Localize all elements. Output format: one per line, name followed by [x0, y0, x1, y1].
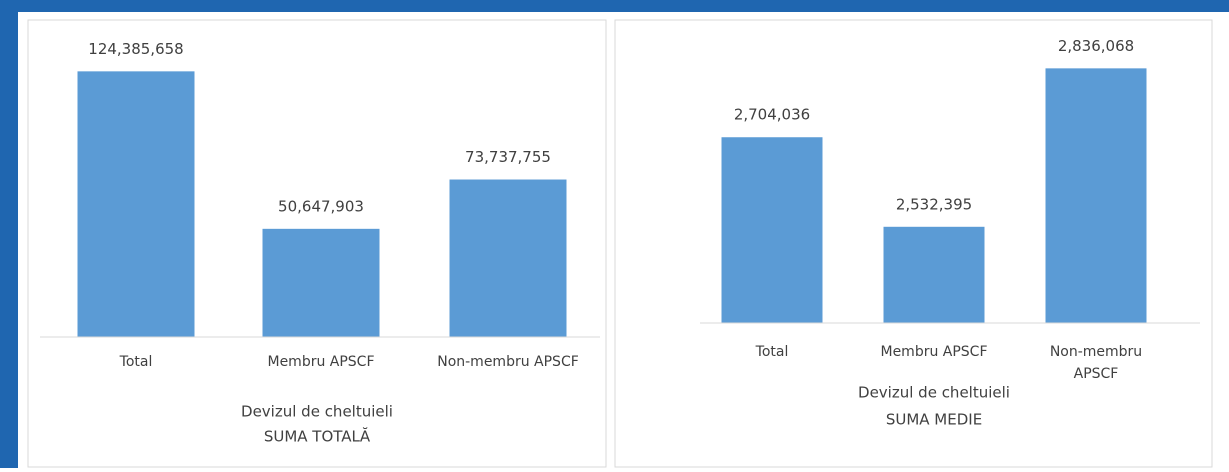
data-label: 2,532,395	[896, 195, 972, 213]
x-axis-label: Devizul de cheltuieli	[241, 403, 393, 421]
x-tick-label: Total	[755, 344, 789, 360]
data-label: 50,647,903	[278, 197, 364, 215]
data-label: 73,737,755	[465, 148, 551, 166]
bar	[262, 228, 380, 337]
x-tick-label: Non-membru APSCF	[437, 354, 579, 370]
data-label: 2,836,068	[1058, 37, 1134, 55]
bar	[77, 71, 195, 337]
x-tick-label: Membru APSCF	[267, 354, 374, 370]
x-tick-label: Non-membru APSCF	[1050, 344, 1142, 382]
data-label: 124,385,658	[88, 40, 183, 58]
x-tick-label: Membru APSCF	[880, 344, 987, 360]
chart-title: SUMA TOTALĂ	[264, 427, 371, 446]
bar	[449, 179, 567, 337]
bar	[1045, 68, 1147, 323]
bar	[721, 137, 823, 323]
chart-title: SUMA MEDIE	[886, 411, 982, 429]
data-label: 2,704,036	[734, 106, 810, 124]
x-axis-label: Devizul de cheltuieli	[858, 384, 1010, 402]
bar	[883, 226, 985, 323]
x-tick-label: Total	[119, 354, 153, 370]
